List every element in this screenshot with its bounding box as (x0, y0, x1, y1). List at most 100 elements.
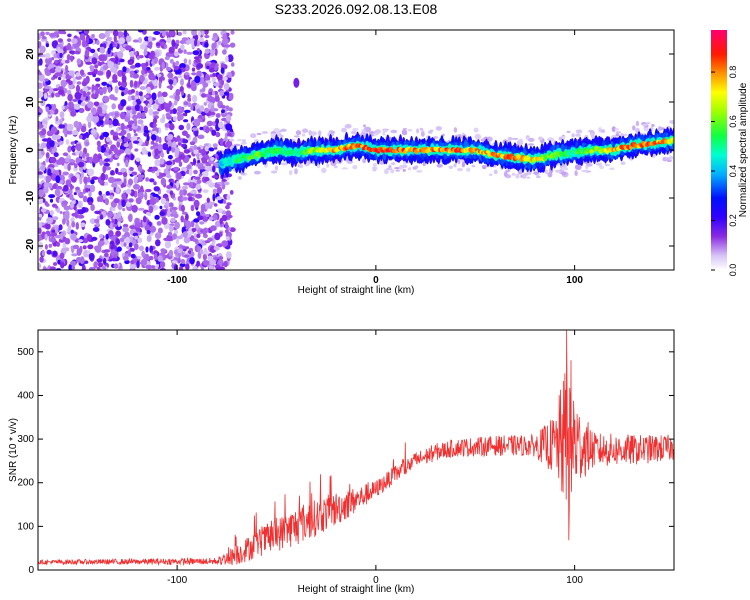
spectrogram-noise-cell (152, 267, 156, 270)
spectrogram-halo-cell (382, 129, 388, 133)
spectrogram-halo-cell (302, 133, 306, 137)
spectrogram-noise-cell (101, 61, 105, 65)
spectrogram-noise-cell (85, 152, 90, 158)
spectrogram-noise-cell (157, 96, 165, 105)
spectrogram-noise-cell (44, 117, 50, 121)
spectrogram-noise-cell (49, 198, 54, 203)
snr-ylabel: SNR (10 * v/v) (8, 418, 19, 482)
spectrogram-noise-cell (116, 246, 122, 252)
spectrogram-noise-cell (135, 157, 141, 162)
spectrogram-noise-cell (92, 73, 96, 78)
spectrogram-noise-cell (206, 197, 210, 203)
spectrogram-noise-cell (199, 221, 205, 225)
spectrogram-noise-cell (68, 70, 75, 76)
spectrogram-noise-cell (90, 48, 96, 54)
spectrogram-noise-cell (180, 78, 184, 86)
spectrogram-noise-cell (86, 91, 91, 96)
spectrogram-noise-cell (50, 236, 56, 243)
spectrogram-noise-cell (108, 80, 113, 85)
spectrogram-noise-cell (196, 70, 202, 78)
spectrogram-noise-cell (132, 39, 139, 43)
spectrogram-noise-cell (62, 152, 69, 157)
spectrogram-noise-cell (87, 121, 92, 129)
spectrogram-noise-cell (214, 96, 220, 102)
spectrogram-noise-cell (104, 252, 109, 258)
spectrogram-noise-cell (67, 189, 73, 195)
spectrogram-noise-cell (152, 78, 159, 87)
spectrogram-noise-cell (128, 127, 133, 131)
spectrogram-noise-cell (164, 122, 171, 128)
spectrogram-noise-cell (219, 90, 224, 97)
spectrogram-noise-cell (165, 106, 171, 112)
spectrogram-noise-cell (187, 196, 193, 202)
spectrogram-noise-cell (51, 92, 55, 98)
spectrogram-noise-cell (53, 152, 59, 158)
spectrogram-noise-cell (139, 86, 147, 90)
spectrogram-halo-cell (526, 176, 531, 179)
spectrogram-noise-cell (58, 30, 66, 35)
spectrogram-noise-cell (218, 121, 224, 129)
spectrogram-xtick-label: 0 (373, 275, 379, 286)
spectrogram-noise-cell (38, 262, 41, 269)
spectrogram-noise-cell (41, 128, 47, 136)
spectrogram-noise-cell (190, 80, 197, 88)
spectrogram-noise-cell (125, 188, 132, 195)
spectrogram-noise-cell (52, 216, 59, 221)
spectrogram-noise-cell (81, 264, 86, 270)
spectrogram-noise-cell (135, 197, 142, 205)
spectrogram-noise-cell (81, 39, 87, 48)
spectrogram-noise-cell (58, 224, 63, 231)
spectrogram-noise-cell (141, 69, 145, 76)
spectrogram-noise-cell (74, 91, 82, 100)
spectrogram-noise-cell (79, 33, 86, 41)
spectrogram-noise-cell (153, 181, 157, 186)
spectrogram-noise-cell (173, 213, 179, 219)
spectrogram-noise-cell (78, 161, 85, 168)
spectrogram-noise-cell (133, 80, 138, 88)
spectrogram-noise-cell (185, 263, 190, 270)
spectrogram-noise-cell (43, 182, 50, 189)
spectrogram-noise-cell (112, 118, 119, 127)
spectrogram-halo-cell (473, 127, 479, 133)
spectrogram-halo-cell (511, 172, 516, 176)
spectrogram-ytick-label: -20 (25, 238, 36, 253)
spectrogram-noise-cell (92, 85, 99, 91)
spectrogram-noise-cell (143, 105, 148, 114)
spectrogram-halo-cell (270, 170, 278, 174)
spectrogram-noise-cell (196, 162, 204, 167)
spectrogram-noise-cell (123, 30, 128, 38)
spectrogram-noise-cell (139, 94, 144, 102)
spectrogram-noise-cell (146, 212, 151, 216)
spectrogram-noise-cell (161, 76, 165, 81)
spectrogram-noise-cell (212, 90, 215, 96)
spectrogram-noise-cell (48, 194, 56, 199)
spectrogram-noise-cell (108, 119, 113, 126)
spectrogram-noise-cell (99, 119, 104, 125)
spectrogram-halo-cell (341, 167, 349, 170)
spectrogram-noise-cell (113, 67, 118, 75)
spectrogram-noise-cell (68, 101, 74, 108)
spectrogram-noise-cell (191, 30, 197, 36)
snr-ytick-label: 400 (17, 390, 34, 401)
spectrogram-noise-cell (161, 91, 168, 98)
spectrogram-noise-cell (81, 80, 87, 87)
spectrogram-noise-cell (132, 140, 140, 144)
spectrogram-halo-cell (274, 128, 280, 131)
spectrogram-noise-cell (228, 92, 234, 101)
spectrogram-noise-cell (179, 86, 184, 93)
spectrogram-halo-cell (363, 124, 366, 127)
spectrogram-noise-cell (169, 95, 175, 99)
spectrogram-noise-cell (222, 76, 228, 81)
spectrogram-noise-cell (117, 51, 124, 59)
spectrogram-noise-cell (108, 176, 115, 184)
spectrogram-noise-cell (168, 79, 174, 85)
spectrogram-noise-cell (88, 201, 93, 206)
spectrogram-noise-cell (227, 72, 232, 78)
spectrogram-noise-cell (46, 217, 53, 225)
spectrogram-noise-cell (205, 75, 211, 82)
spectrogram-noise-cell (178, 124, 185, 131)
spectrogram-noise-cell (54, 226, 59, 234)
spectrogram-noise-cell (151, 92, 157, 101)
spectrogram-noise-cell (96, 39, 100, 46)
spectrogram-noise-cell (223, 91, 230, 96)
